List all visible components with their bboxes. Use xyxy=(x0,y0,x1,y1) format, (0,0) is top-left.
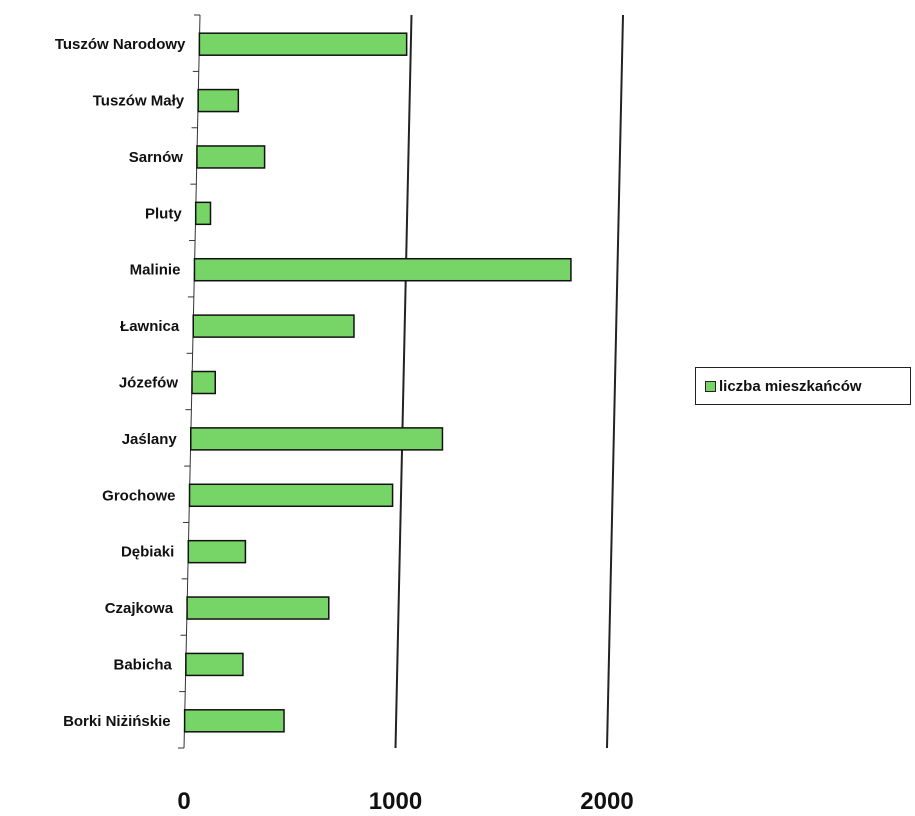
category-label: Tuszów Narodowy xyxy=(55,36,186,53)
category-label: Borki Niżińskie xyxy=(63,713,171,730)
bar-9 xyxy=(188,541,245,563)
category-label: Jaślany xyxy=(122,431,178,448)
category-label: Sarnów xyxy=(129,149,184,166)
bar-3 xyxy=(196,202,211,224)
category-label: Józefów xyxy=(119,375,179,392)
bar-7 xyxy=(191,428,443,450)
bar-2 xyxy=(197,146,265,168)
bar-0 xyxy=(199,33,406,55)
bar-4 xyxy=(194,259,570,281)
bar-10 xyxy=(187,597,329,619)
legend-label: liczba mieszkańców xyxy=(719,378,862,395)
category-label: Pluty xyxy=(145,205,182,222)
category-label: Grochowe xyxy=(102,487,175,504)
legend: liczba mieszkańców xyxy=(695,367,911,405)
category-label: Babicha xyxy=(113,656,172,673)
x-tick-label: 0 xyxy=(177,788,190,811)
bar-6 xyxy=(192,372,215,394)
bar-12 xyxy=(185,710,284,732)
gridline-2000 xyxy=(607,15,623,748)
category-label: Malinie xyxy=(130,262,181,279)
bar-5 xyxy=(193,315,354,337)
category-label: Ławnica xyxy=(120,318,180,335)
legend-swatch xyxy=(705,381,716,392)
category-label: Dębiaki xyxy=(121,544,174,561)
x-tick-label: 1000 xyxy=(369,788,422,811)
bar-8 xyxy=(190,484,393,506)
bar-1 xyxy=(198,90,238,112)
category-label: Tuszów Mały xyxy=(93,93,185,110)
gridline-1000 xyxy=(396,15,412,748)
category-label: Czajkowa xyxy=(105,600,174,617)
x-tick-label: 2000 xyxy=(580,788,633,811)
bar-11 xyxy=(186,653,243,675)
